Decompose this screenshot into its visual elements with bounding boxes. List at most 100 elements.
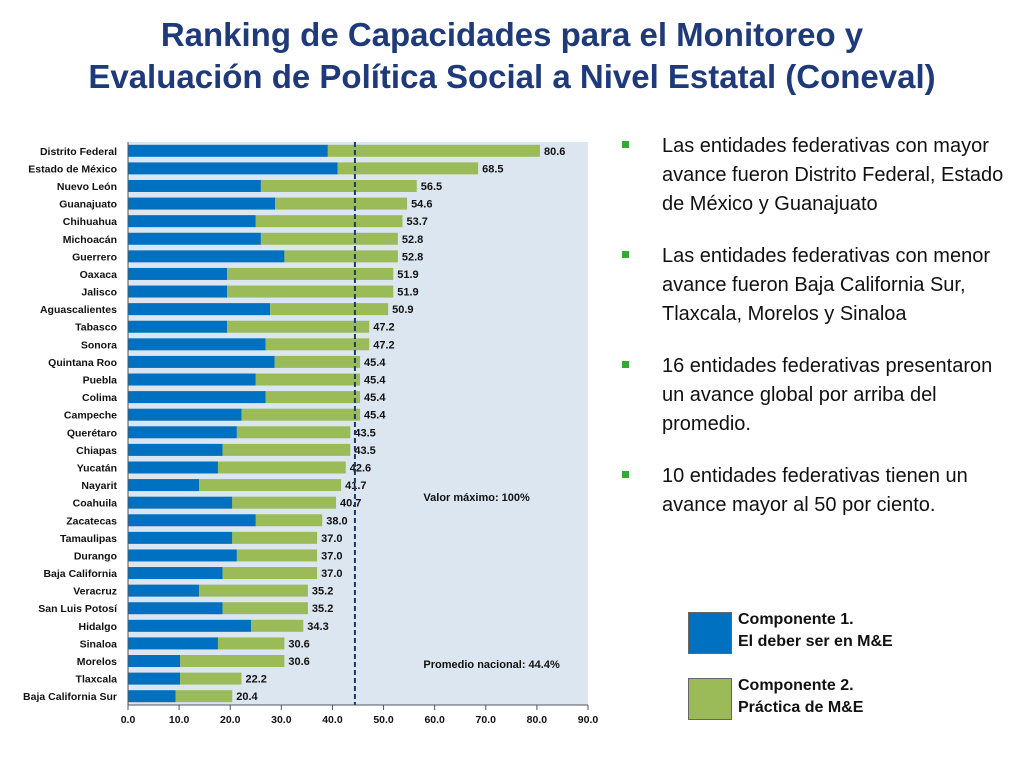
bar-segment-2 bbox=[227, 267, 394, 280]
bar-segment-1 bbox=[128, 496, 233, 509]
bar-segment-1 bbox=[128, 690, 176, 703]
bar-segment-1 bbox=[128, 179, 261, 192]
data-label: 53.7 bbox=[406, 216, 427, 228]
bar-segment-2 bbox=[270, 303, 389, 316]
x-tick-label: 20.0 bbox=[220, 714, 241, 726]
x-tick-label: 0.0 bbox=[121, 714, 136, 726]
bar-segment-2 bbox=[227, 285, 394, 298]
data-label: 50.9 bbox=[392, 304, 413, 316]
bullet-text: 16 entidades federativas presentaron un … bbox=[662, 355, 993, 435]
data-label: 68.5 bbox=[482, 163, 503, 175]
category-label: San Luis Potosí bbox=[38, 603, 118, 615]
category-label: Oaxaca bbox=[80, 269, 118, 281]
legend-label-line-1: Componente 1. bbox=[738, 611, 854, 628]
bar-segment-1 bbox=[128, 232, 261, 245]
bullet-item: 10 entidades federativas tienen un avanc… bbox=[620, 462, 1015, 520]
category-label: Tamaulipas bbox=[60, 533, 117, 545]
bar-segment-2 bbox=[274, 355, 361, 368]
data-label: 56.5 bbox=[421, 181, 442, 193]
category-label: Sinaloa bbox=[80, 638, 118, 650]
slide-title: Ranking de Capacidades para el Monitoreo… bbox=[0, 14, 1024, 98]
bar-segment-2 bbox=[227, 320, 370, 333]
bar-segment-2 bbox=[199, 479, 342, 492]
bar-segment-1 bbox=[128, 144, 328, 157]
category-label: Guerrero bbox=[72, 251, 117, 263]
legend-label-line-1: Componente 2. bbox=[738, 677, 854, 694]
bullet-text: 10 entidades federativas tienen un avanc… bbox=[662, 465, 968, 516]
category-label: Nuevo León bbox=[57, 181, 117, 193]
title-line-2: Evaluación de Política Social a Nivel Es… bbox=[88, 58, 936, 95]
bar-segment-2 bbox=[265, 338, 370, 351]
category-label: Veracruz bbox=[73, 586, 117, 598]
data-label: 45.4 bbox=[364, 392, 386, 404]
bar-segment-2 bbox=[260, 232, 398, 245]
bar-segment-1 bbox=[128, 443, 223, 456]
category-label: Yucatán bbox=[77, 462, 117, 474]
bar-segment-2 bbox=[251, 619, 304, 632]
bullet-square-icon bbox=[622, 471, 629, 478]
bullet-item: Las entidades federativas con mayor avan… bbox=[620, 132, 1015, 219]
bar-segment-1 bbox=[128, 285, 228, 298]
bar-segment-2 bbox=[199, 584, 308, 597]
data-label: 47.2 bbox=[373, 322, 394, 334]
bar-segment-1 bbox=[128, 567, 223, 580]
data-label: 80.6 bbox=[544, 146, 565, 158]
bar-segment-2 bbox=[255, 514, 323, 527]
data-label: 43.5 bbox=[354, 427, 375, 439]
bar-segment-2 bbox=[236, 426, 351, 439]
legend-swatch-green bbox=[688, 678, 732, 720]
bar-segment-2 bbox=[217, 637, 285, 650]
data-label: 37.0 bbox=[321, 533, 342, 545]
x-tick-label: 30.0 bbox=[271, 714, 292, 726]
data-label: 38.0 bbox=[326, 515, 347, 527]
bullet-text: Las entidades federativas con mayor avan… bbox=[662, 135, 1004, 215]
title-line-1: Ranking de Capacidades para el Monitoreo… bbox=[160, 16, 864, 53]
bar-segment-2 bbox=[222, 443, 351, 456]
bar-segment-1 bbox=[128, 514, 256, 527]
data-label: 45.4 bbox=[364, 375, 386, 387]
category-label: Aguascalientes bbox=[40, 304, 117, 316]
category-label: Tabasco bbox=[75, 322, 117, 334]
category-label: Distrito Federal bbox=[40, 146, 117, 158]
category-label: Durango bbox=[74, 550, 117, 562]
data-label: 37.0 bbox=[321, 550, 342, 562]
bar-segment-2 bbox=[327, 144, 540, 157]
bar-segment-1 bbox=[128, 373, 256, 386]
bar-segment-1 bbox=[128, 531, 233, 544]
data-label: 42.6 bbox=[350, 462, 371, 474]
category-label: Guanajuato bbox=[59, 199, 117, 211]
data-label: 22.2 bbox=[245, 674, 266, 686]
bar-segment-1 bbox=[128, 655, 181, 668]
bullet-text: Las entidades federativas con menor avan… bbox=[662, 245, 990, 325]
category-label: Chihuahua bbox=[63, 216, 117, 228]
bullet-item: Las entidades federativas con menor avan… bbox=[620, 242, 1015, 329]
bar-segment-2 bbox=[265, 391, 361, 404]
bar-segment-2 bbox=[284, 250, 398, 263]
data-label: 35.2 bbox=[312, 586, 333, 598]
category-label: Campeche bbox=[64, 410, 117, 422]
bar-segment-2 bbox=[241, 408, 361, 421]
ranking-chart: 80.6 Distrito Federal 68.5 Estado de México… bbox=[23, 142, 598, 726]
bar-segment-1 bbox=[128, 338, 266, 351]
category-label: Quintana Roo bbox=[48, 357, 117, 369]
category-label: Morelos bbox=[77, 656, 117, 668]
category-label: Michoacán bbox=[63, 234, 117, 246]
bar-segment-1 bbox=[128, 162, 338, 175]
bar-segment-2 bbox=[255, 373, 361, 386]
data-label: 35.2 bbox=[312, 603, 333, 615]
bullet-square-icon bbox=[622, 251, 629, 258]
bar-segment-2 bbox=[275, 197, 408, 210]
category-label: Puebla bbox=[83, 375, 118, 387]
category-label: Estado de México bbox=[28, 163, 117, 175]
category-label: Baja California Sur bbox=[23, 691, 117, 703]
x-tick-label: 10.0 bbox=[169, 714, 190, 726]
bar-segment-1 bbox=[128, 672, 181, 685]
bar-segment-2 bbox=[222, 567, 318, 580]
bar-segment-1 bbox=[128, 408, 242, 421]
x-tick-label: 50.0 bbox=[373, 714, 394, 726]
average-annotation: Promedio nacional: 44.4% bbox=[423, 659, 560, 671]
x-tick-label: 40.0 bbox=[322, 714, 343, 726]
bar-segment-2 bbox=[232, 496, 337, 509]
bullet-square-icon bbox=[622, 141, 629, 148]
legend-label: Componente 1. El deber ser en M&E bbox=[738, 609, 978, 653]
